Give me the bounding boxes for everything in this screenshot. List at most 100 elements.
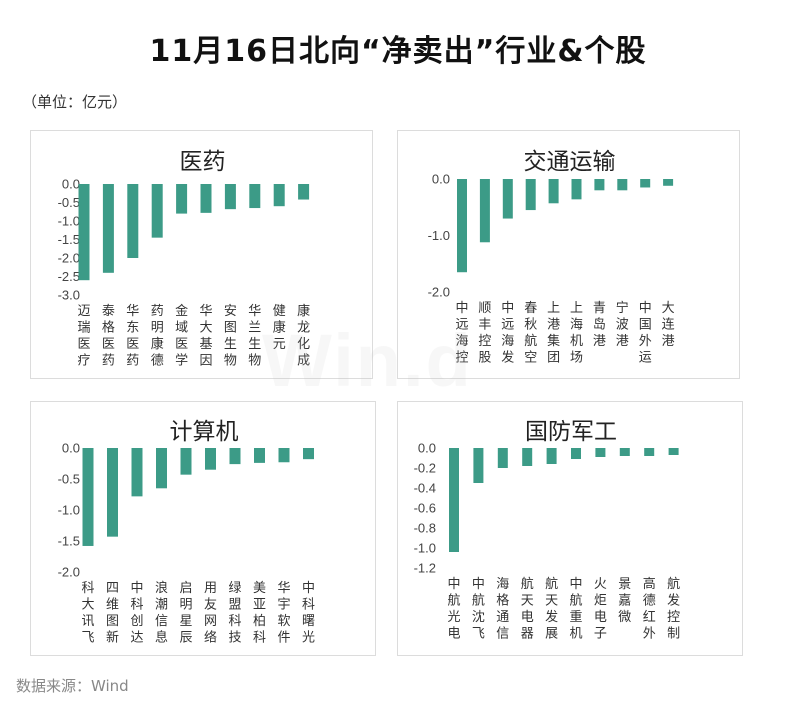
bar xyxy=(571,448,581,459)
bar xyxy=(78,184,90,281)
bar xyxy=(205,448,216,470)
category-label: 中远海控 xyxy=(455,301,468,366)
y-tick-label: -1.0 xyxy=(58,503,80,518)
category-label: 华兰生物 xyxy=(248,304,261,369)
y-tick-label: -0.4 xyxy=(414,481,436,496)
bar xyxy=(200,184,212,213)
category-label: 顺丰控股 xyxy=(478,301,491,366)
bar xyxy=(273,184,285,207)
category-label: 春秋航空 xyxy=(524,301,537,366)
category-label: 中航光电 xyxy=(447,577,460,642)
category-label: 中科曙光 xyxy=(302,581,315,646)
y-tick-label: -1.0 xyxy=(428,228,450,243)
bar-chart-svg: 计算机 0.0 -0.5 -1.0 -1.5 -2.0科大讯飞四维图新中科创达浪潮信息启明… xyxy=(58,419,315,646)
bar xyxy=(617,179,628,191)
bar xyxy=(619,448,630,456)
bar xyxy=(303,448,314,460)
bar xyxy=(457,179,467,273)
bar xyxy=(102,184,114,273)
y-tick-label: -1.5 xyxy=(58,534,80,549)
bar xyxy=(449,448,459,552)
bar xyxy=(595,448,606,457)
bar xyxy=(229,448,241,465)
category-label: 健康元 xyxy=(273,304,286,352)
bar xyxy=(546,448,557,464)
bar xyxy=(254,448,265,463)
category-label: 中航重机 xyxy=(569,577,582,642)
bar xyxy=(522,448,533,466)
bar xyxy=(502,179,513,219)
y-tick-label: -0.6 xyxy=(414,501,436,516)
category-label: 启明星辰 xyxy=(179,581,192,646)
y-tick-label: 0.0 xyxy=(432,172,450,187)
category-label: 华东医药 xyxy=(126,304,139,369)
y-tick-label: -0.5 xyxy=(58,195,80,210)
source-label: 数据来源：Wind xyxy=(16,677,129,695)
y-tick-label: -1.0 xyxy=(414,541,436,556)
bar xyxy=(644,448,655,456)
y-tick-label: -2.0 xyxy=(58,565,80,580)
category-label: 火炬电子 xyxy=(594,577,607,642)
bar xyxy=(131,448,143,497)
bar xyxy=(668,448,679,455)
bar xyxy=(473,448,484,483)
chart-panel-defense: 国防军工 0.0 -0.2 -0.4 -0.6 -0.8 -1.0 -1.2 中航光电 中航沈飞海… xyxy=(397,401,743,656)
bar xyxy=(278,448,290,463)
y-tick-label: 0.0 xyxy=(62,177,80,192)
y-tick-label: 0.0 xyxy=(62,441,80,456)
category-label: 康龙化成 xyxy=(297,303,310,369)
y-tick-label: -3.0 xyxy=(58,288,80,303)
y-tick-label: -1.2 xyxy=(414,561,436,576)
bar xyxy=(594,179,605,191)
category-label: 中国外运 xyxy=(639,301,652,366)
bar xyxy=(180,448,192,475)
chart-title: 计算机 xyxy=(170,419,239,445)
category-label: 航天电器 xyxy=(521,576,534,642)
bar xyxy=(548,179,559,204)
unit-label: （单位：亿元） xyxy=(22,93,128,111)
y-tick-label: -0.5 xyxy=(58,472,80,487)
bar xyxy=(571,179,582,200)
bar-chart-svg: 交通运输 0.0 -1.0 -2.0 中远海控顺丰控股中远海发春秋航空上港集团上海机场青… xyxy=(428,149,675,366)
y-tick-label: -0.2 xyxy=(414,461,436,476)
bar xyxy=(663,179,674,186)
y-tick-label: -1.5 xyxy=(58,232,80,247)
chart-panel-computer: 计算机 0.0 -0.5 -1.0 -1.5 -2.0 科大讯飞 四维图新 中科创达 浪潮信息 启明… xyxy=(30,401,376,656)
category-label: 绿盟科技 xyxy=(228,581,241,646)
category-label: 美亚柏科 xyxy=(253,581,266,646)
y-tick-label: -2.5 xyxy=(58,269,80,284)
category-label: 宁波港 xyxy=(616,300,629,349)
bar xyxy=(497,448,508,468)
category-label: 中远海发 xyxy=(501,301,514,366)
category-label: 中科创达 xyxy=(130,581,143,646)
y-tick-label: -2.0 xyxy=(428,285,450,300)
category-label: 泰格医药 xyxy=(102,304,115,369)
category-label: 中航沈飞 xyxy=(472,577,485,642)
category-label: 上港集团 xyxy=(547,301,560,366)
category-label: 用友网络 xyxy=(204,581,217,646)
category-label: 药明康德 xyxy=(151,304,164,369)
category-label: 华宇软件 xyxy=(277,581,290,646)
category-label: 金域医学 xyxy=(175,303,188,369)
category-label: 高德红外 xyxy=(643,576,656,642)
category-label: 景嘉微 xyxy=(618,577,631,625)
category-label: 安图生物 xyxy=(224,304,237,369)
category-label: 华大基因 xyxy=(199,304,212,369)
bar xyxy=(176,184,188,214)
category-label: 航发控制 xyxy=(667,576,680,642)
y-tick-label: -1.0 xyxy=(58,214,80,229)
bar xyxy=(107,448,118,537)
category-label: 大连港 xyxy=(662,301,675,349)
chart-title: 医药 xyxy=(180,149,226,175)
category-label: 航天发展 xyxy=(545,576,558,642)
bar xyxy=(127,184,139,258)
y-tick-label: 0.0 xyxy=(418,441,436,456)
category-label: 浪潮信息 xyxy=(155,581,168,646)
bar xyxy=(298,184,310,200)
category-label: 上海机场 xyxy=(570,301,583,366)
chart-panel-pharma: 医药 0.0 -0.5 -1.0 -1.5 -2.0 -2.5 -3.0 迈瑞医疗 泰格医药 华东医… xyxy=(30,130,373,379)
bar xyxy=(479,179,490,243)
bar xyxy=(224,184,236,210)
bar xyxy=(82,448,94,546)
bar xyxy=(249,184,261,209)
